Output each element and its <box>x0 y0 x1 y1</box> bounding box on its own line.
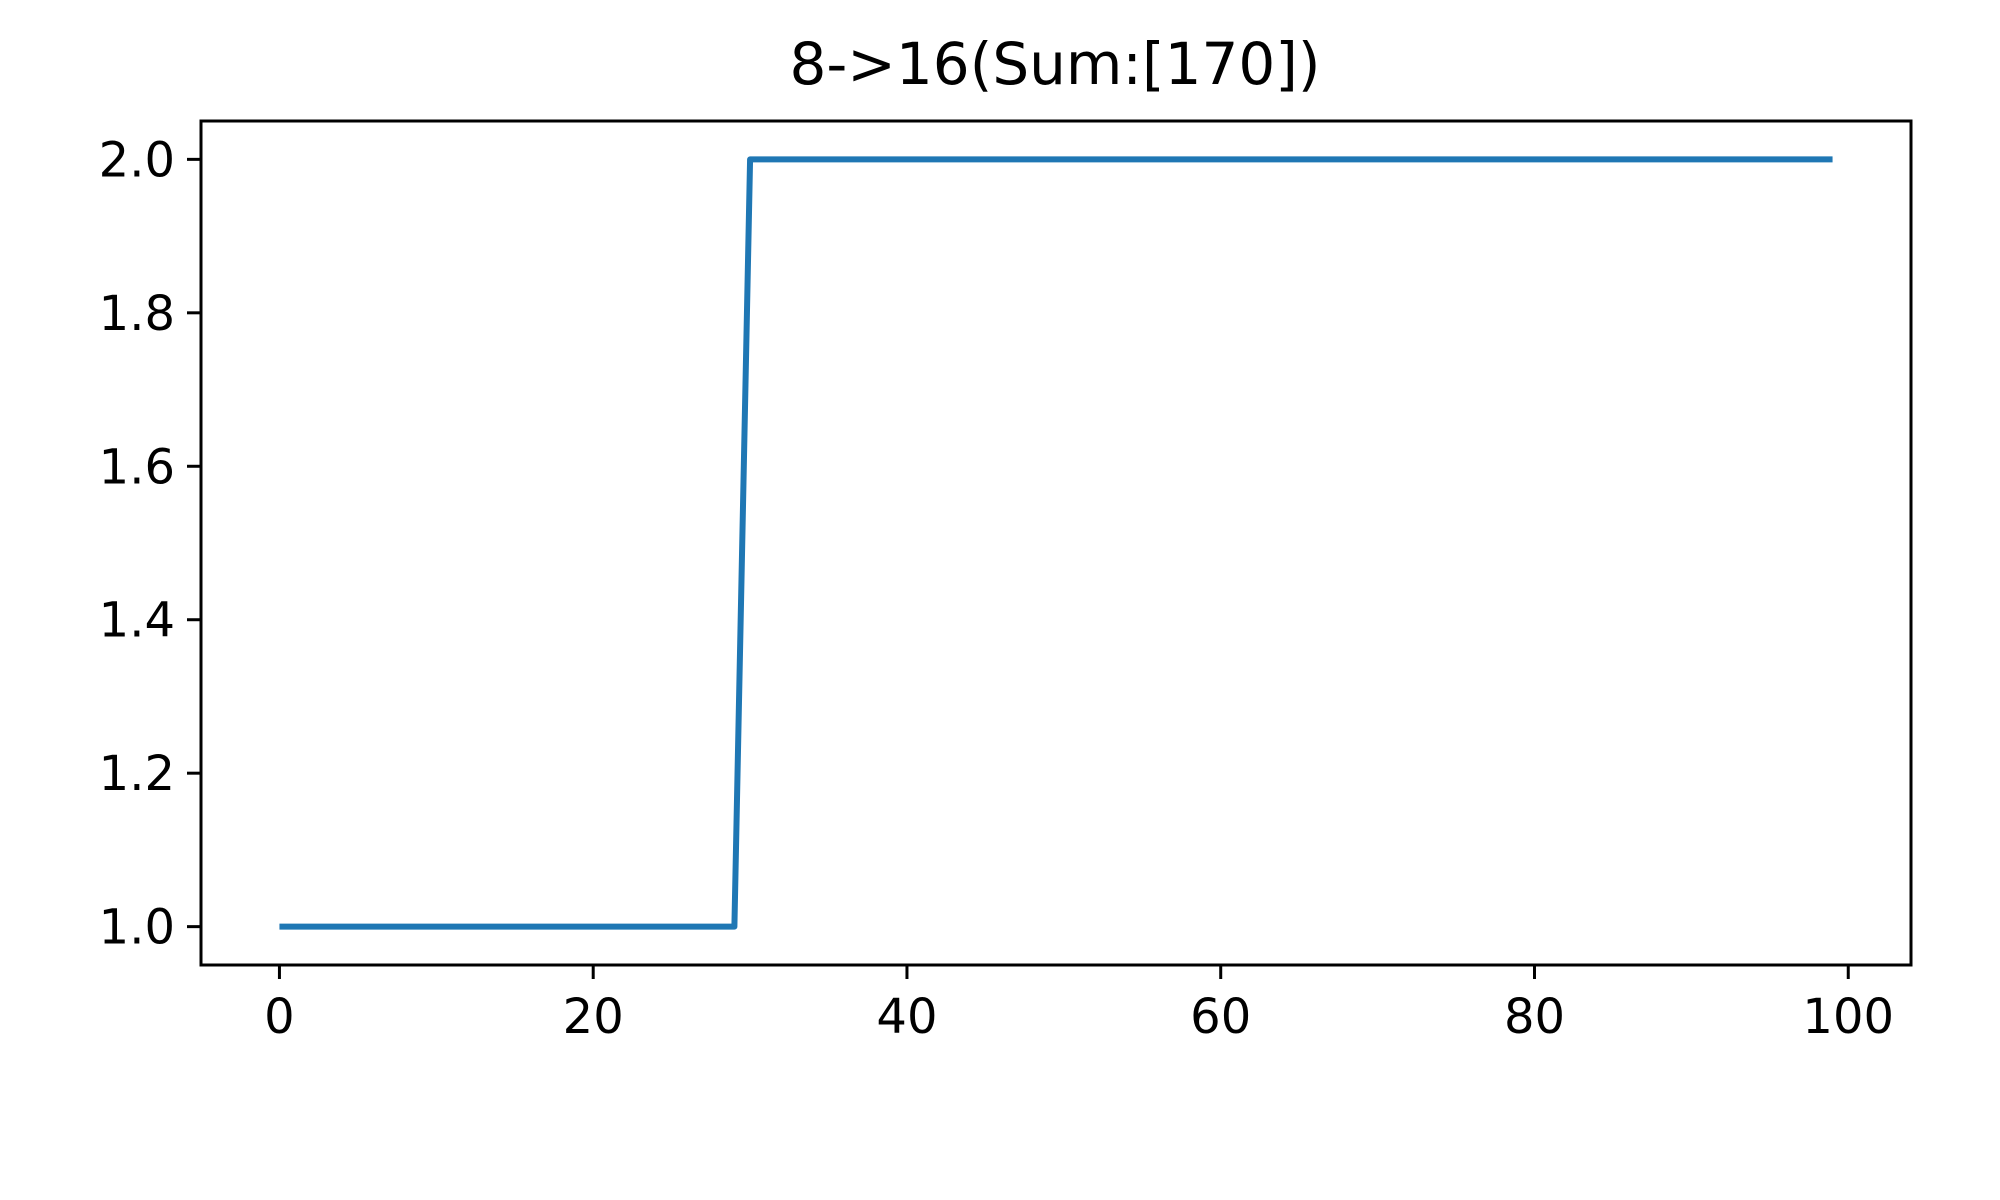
x-tick-label: 0 <box>264 989 295 1045</box>
x-tick-label: 80 <box>1504 989 1565 1045</box>
x-tick-label: 20 <box>563 989 624 1045</box>
x-axis-ticks: 0 20 40 60 80 100 <box>264 965 1894 1045</box>
series-line-0 <box>279 156 1833 930</box>
x-tick-label: 60 <box>1190 989 1251 1045</box>
y-tick-label: 1.2 <box>99 746 175 802</box>
y-tick-label: 2.0 <box>99 132 175 188</box>
y-axis-ticks: 1.0 1.2 1.4 1.6 1.8 2.0 <box>99 132 201 956</box>
y-tick-label: 1.4 <box>99 593 175 649</box>
x-tick-label: 40 <box>876 989 937 1045</box>
y-tick-label: 1.6 <box>99 439 175 495</box>
y-tick-label: 1.0 <box>99 900 175 956</box>
y-tick-label: 1.8 <box>99 286 175 342</box>
x-tick-label: 100 <box>1802 989 1894 1045</box>
chart-title: 8->16(Sum:[170]) <box>789 30 1320 98</box>
plot-frame <box>199 119 1913 967</box>
series-layer <box>279 156 1833 930</box>
